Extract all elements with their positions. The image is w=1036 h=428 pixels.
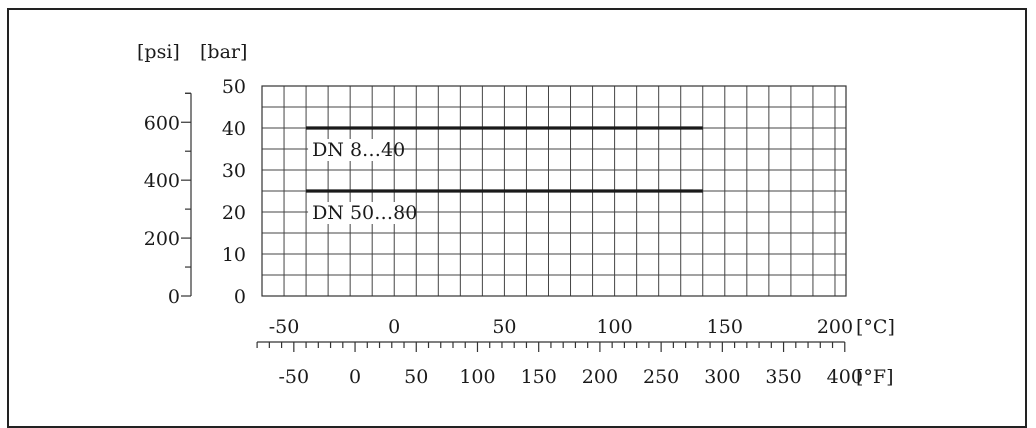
fahrenheit-tick-label: -50 <box>279 366 310 388</box>
fahrenheit-tick-label: 250 <box>643 366 679 388</box>
fahrenheit-tick-label: 150 <box>521 366 557 388</box>
celsius-tick-label: -50 <box>269 316 300 338</box>
psi-tick-label: 600 <box>144 112 180 134</box>
psi-tick-label: 200 <box>144 228 180 250</box>
bar-tick-label: 20 <box>222 202 246 224</box>
fahrenheit-tick-label: 50 <box>404 366 428 388</box>
series-label-1: DN 8…40 <box>312 139 405 161</box>
celsius-tick-label: 100 <box>596 316 632 338</box>
bar-tick-label: 40 <box>222 118 246 140</box>
celsius-unit-label: [°C] <box>856 316 895 338</box>
bar-unit-label: [bar] <box>200 41 247 63</box>
bar-tick-label: 0 <box>234 286 246 308</box>
fahrenheit-tick-label: 400 <box>827 366 863 388</box>
plot-border <box>261 85 847 297</box>
fahrenheit-tick-label: 300 <box>704 366 740 388</box>
bar-tick-label: 30 <box>222 160 246 182</box>
series-lines <box>306 126 703 193</box>
celsius-tick-label: 200 <box>817 316 853 338</box>
series-label-2: DN 50…80 <box>312 202 417 224</box>
bar-tick-label: 50 <box>222 76 246 98</box>
fahrenheit-unit-label: [°F] <box>856 366 894 388</box>
pressure-temperature-chart: DN 8…40 DN 50…80 0 10 20 30 40 50 0 200 400 600 [psi… <box>137 41 895 388</box>
bar-tick-label: 10 <box>222 244 246 266</box>
fahrenheit-tick-label: 100 <box>459 366 495 388</box>
fahrenheit-tick-label: 200 <box>582 366 618 388</box>
axes <box>181 92 846 352</box>
labels: DN 8…40 DN 50…80 0 10 20 30 40 50 0 200 400 600 [psi… <box>137 41 895 388</box>
celsius-tick-label: 0 <box>388 316 400 338</box>
fahrenheit-tick-label: 350 <box>765 366 801 388</box>
psi-tick-label: 0 <box>168 286 180 308</box>
series-label-bg-1 <box>308 139 390 161</box>
series-label-bg-2 <box>308 202 401 224</box>
celsius-tick-label: 50 <box>492 316 516 338</box>
psi-unit-label: [psi] <box>137 41 180 63</box>
chart-frame <box>7 8 1027 428</box>
fahrenheit-tick-label: 0 <box>349 366 361 388</box>
psi-tick-label: 400 <box>144 170 180 192</box>
celsius-tick-label: 150 <box>707 316 743 338</box>
